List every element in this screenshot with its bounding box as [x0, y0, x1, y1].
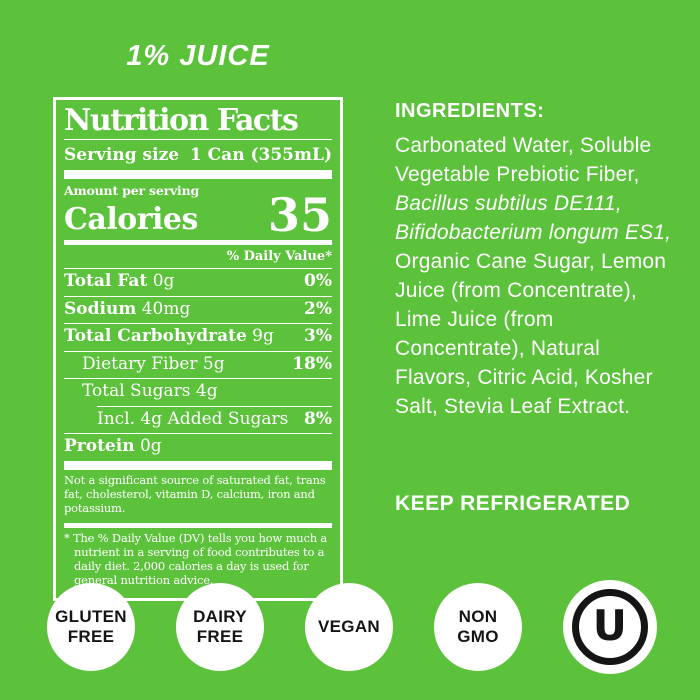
row-divider: [64, 323, 332, 325]
not-significant-note: Not a significant source of saturated fa…: [64, 472, 326, 515]
badge-gluten-free: GLUTEN FREE: [47, 583, 135, 671]
nutrition-row: Dietary Fiber 5g 18%: [64, 350, 332, 379]
ingredients-list: Carbonated Water, Soluble Vegetable Preb…: [395, 131, 673, 421]
nutrient-label: Sodium 40mg: [64, 298, 191, 319]
row-divider: [64, 350, 332, 352]
calories-label: Calories: [64, 202, 198, 238]
badge-vegan: VEGAN: [305, 583, 393, 671]
nutrient-label: Dietary Fiber 5g: [82, 353, 225, 374]
medium-divider: [64, 240, 332, 246]
divider: [64, 139, 332, 140]
row-divider: [64, 433, 332, 435]
ingredient-scientific-name: Bacillus subtilus DE111, Bifidobacterium…: [395, 192, 672, 244]
row-divider: [64, 378, 332, 380]
serving-size-row: Serving size 1 Can (355mL): [64, 142, 332, 170]
badge-kosher-ou: U: [563, 580, 657, 674]
ingredients-section: INGREDIENTS: Carbonated Water, Soluble V…: [395, 100, 673, 421]
calories-value: 35: [267, 188, 332, 242]
nutrition-facts-title: Nutrition Facts: [64, 103, 299, 138]
ingredient-text: Organic Cane Sugar, Lemon Juice (from Co…: [395, 250, 667, 418]
certification-badges: GLUTEN FREE DAIRY FREE VEGAN NON GMO U: [47, 580, 657, 674]
nutrient-label: Total Carbohydrate 9g: [64, 326, 274, 347]
thick-divider: [64, 170, 332, 179]
nutrition-row: Total Fat 0g 0%: [64, 268, 332, 296]
daily-value-percent: 2%: [304, 298, 332, 319]
serving-size-label: Serving size: [64, 145, 180, 165]
keep-refrigerated-label: KEEP REFRIGERATED: [395, 492, 631, 515]
daily-value-percent: 8%: [304, 408, 332, 429]
nutrient-label: Incl. 4g Added Sugars: [97, 408, 289, 429]
badge-dairy-free: DAIRY FREE: [176, 583, 264, 671]
amount-per-serving-label: Amount per serving: [64, 183, 200, 198]
badge-non-gmo: NON GMO: [434, 583, 522, 671]
nutrition-facts-panel: Nutrition Facts Serving size 1 Can (355m…: [53, 97, 343, 601]
nutrition-rows: Total Fat 0g 0% Sodium 40mg 2% Total Carbohy…: [64, 268, 332, 461]
nutrition-row: Sodium 40mg 2%: [64, 295, 332, 324]
nutrition-row: Total Sugars 4g: [64, 378, 332, 406]
row-divider: [97, 405, 332, 407]
row-divider: [64, 295, 332, 297]
nutrition-row: Incl. 4g Added Sugars 8%: [64, 405, 332, 434]
kosher-u-letter: U: [592, 600, 628, 650]
juice-percentage-title: 1% JUICE: [126, 40, 270, 72]
daily-value-percent: 3%: [304, 326, 332, 347]
thick-divider: [64, 460, 332, 470]
daily-value-header: % Daily Value*: [226, 249, 332, 265]
medium-divider: [64, 523, 332, 529]
daily-value-percent: 0%: [304, 271, 332, 292]
calories-row: Calories 35: [64, 188, 332, 242]
nutrient-label: Protein 0g: [64, 436, 162, 457]
nutrient-label: Total Fat 0g: [64, 271, 175, 292]
ingredients-heading: INGREDIENTS:: [395, 100, 545, 122]
kosher-ou-icon: U: [572, 589, 648, 665]
nutrition-row: Total Carbohydrate 9g 3%: [64, 323, 332, 351]
daily-value-percent: 18%: [292, 353, 332, 374]
serving-size-value: 1 Can (355mL): [189, 145, 332, 165]
nutrient-label: Total Sugars 4g: [82, 381, 218, 402]
daily-value-footnote: * The % Daily Value (DV) tells you how m…: [64, 531, 328, 587]
nutrition-row: Protein 0g: [64, 433, 332, 461]
row-divider: [64, 268, 332, 270]
ingredient-text: Carbonated Water, Soluble Vegetable Preb…: [395, 134, 652, 186]
